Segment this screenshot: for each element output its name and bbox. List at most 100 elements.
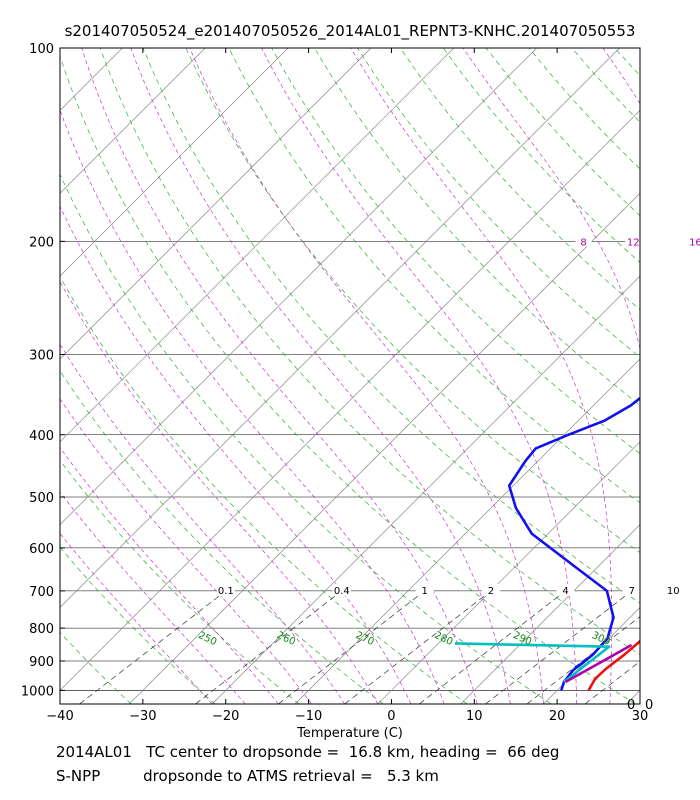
mixing-ratio-label: 0.1 <box>218 586 234 597</box>
dry-adiabat-line <box>528 48 640 170</box>
chart-title: s201407050524_e201407050526_2014AL01_REP… <box>64 22 636 40</box>
dry-adiabat-line <box>442 48 640 263</box>
footer-line-2: S-NPP dropsonde to ATMS retrieval = 5.3 … <box>56 767 439 785</box>
background-lines <box>0 48 700 704</box>
dry-adiabat-line <box>400 48 640 311</box>
moist-adiabat-line <box>60 491 246 704</box>
dry-adiabat-line <box>614 48 640 77</box>
moist-adiabat-label: 8 <box>580 237 586 248</box>
mixing-ratio-label: 7 <box>629 586 635 597</box>
isotherm-line <box>211 275 640 704</box>
profile-series-line <box>507 396 640 691</box>
moist-adiabat-line <box>60 446 279 704</box>
isotherm-line <box>543 607 640 704</box>
dry-adiabat-label: 250 <box>196 630 218 648</box>
dry-adiabat-line <box>60 546 216 704</box>
moist-adiabat-line <box>60 280 379 704</box>
corner-label: 0 <box>627 698 635 713</box>
y-tick-label: 400 <box>29 429 54 444</box>
isotherm-line <box>294 358 640 704</box>
dry-adiabat-line <box>142 48 640 604</box>
moist-adiabat-line <box>60 533 213 704</box>
mixing-ratio-label: 10 <box>667 586 680 597</box>
dry-adiabat-line <box>60 55 636 704</box>
profile-series-line <box>454 642 611 683</box>
isotherm-line <box>377 441 640 704</box>
dry-adiabat-line <box>314 48 640 406</box>
isotherm-line <box>60 48 289 277</box>
dry-adiabat-line <box>60 275 468 704</box>
corner-label: 0 <box>645 698 653 713</box>
isotherm-line <box>60 48 620 609</box>
y-tick-label: 700 <box>29 585 54 600</box>
dry-adiabat-line <box>658 48 700 704</box>
dry-adiabat-line <box>357 48 640 358</box>
mixing-ratio-line <box>485 590 633 704</box>
isotherm-line <box>0 48 40 704</box>
dry-adiabat-line <box>485 48 640 217</box>
dry-adiabat-line <box>60 370 384 704</box>
moist-adiabat-line <box>130 48 511 704</box>
mixing-ratio-line <box>278 590 425 704</box>
plot-frame <box>59 47 641 705</box>
x-tick-label: 30 <box>632 709 649 724</box>
moist-adiabat-label: 16 <box>689 237 700 248</box>
moist-adiabat-line <box>462 48 640 351</box>
moist-adiabat-line <box>261 48 578 704</box>
isotherm-line <box>60 48 537 526</box>
mixing-ratio-line <box>419 590 566 704</box>
isotherm-line <box>60 48 123 111</box>
y-tick-label: 300 <box>29 348 54 363</box>
axes: −40 −30 −20 −10 0 10 20 30100200300400500600700… <box>21 42 653 724</box>
y-tick-label: 500 <box>29 491 54 506</box>
dry-adiabat-line <box>571 48 640 123</box>
dry-adiabat-line <box>99 48 640 655</box>
mixing-ratio-line <box>195 590 343 704</box>
isotherm-line <box>60 48 206 194</box>
isotherm-line <box>60 109 640 691</box>
isotherm-line <box>60 48 455 443</box>
y-tick-label: 200 <box>29 235 54 250</box>
x-axis-label: Temperature (C) <box>296 726 403 741</box>
x-tick-label: −30 <box>129 709 156 724</box>
mixing-ratio-label: 2 <box>488 586 494 597</box>
x-tick-label: −10 <box>295 709 322 724</box>
isotherm-line <box>626 689 640 704</box>
isotherm-line <box>128 192 640 704</box>
dry-adiabat-line <box>60 631 132 704</box>
moist-adiabat-line <box>60 108 445 704</box>
dry-adiabat-line <box>185 48 640 553</box>
y-tick-label: 600 <box>29 542 54 557</box>
dry-adiabat-line <box>0 48 47 704</box>
mixing-ratio-label: 0.4 <box>334 586 350 597</box>
y-tick-label: 100 <box>29 42 54 57</box>
dry-adiabat-line <box>60 173 552 704</box>
dry-adiabat-label: 260 <box>275 630 297 648</box>
moist-adiabat-line <box>81 48 478 704</box>
mixing-ratio-label: 4 <box>562 586 568 597</box>
profile-series-line <box>564 643 633 684</box>
moist-adiabat-line <box>60 343 345 704</box>
moist-adiabat-line <box>350 48 613 704</box>
isotherm-line <box>460 524 640 704</box>
x-tick-label: −40 <box>46 709 73 724</box>
isotherm-line <box>60 48 372 360</box>
moist-adiabat-line <box>189 48 544 704</box>
y-tick-label: 900 <box>29 655 54 670</box>
mixing-ratio-line <box>344 590 492 704</box>
moist-adiabat-label: 12 <box>627 237 640 248</box>
mixing-ratio-line <box>79 590 227 704</box>
y-tick-label: 1000 <box>21 684 54 699</box>
mixing-ratio-label: 1 <box>421 586 427 597</box>
moist-adiabat-line <box>60 205 412 704</box>
dry-adiabat-line <box>271 48 640 455</box>
dry-adiabat-line <box>228 48 640 504</box>
mixing-ratio-line <box>584 660 640 704</box>
dry-adiabat-label: 280 <box>432 630 454 648</box>
moist-adiabat-line <box>60 398 312 704</box>
x-tick-label: 10 <box>466 709 483 724</box>
dry-adiabat-line <box>60 459 300 704</box>
footer-line-1: 2014AL01 TC center to dropsonde = 16.8 k… <box>56 743 560 761</box>
profile-lines <box>454 396 640 692</box>
